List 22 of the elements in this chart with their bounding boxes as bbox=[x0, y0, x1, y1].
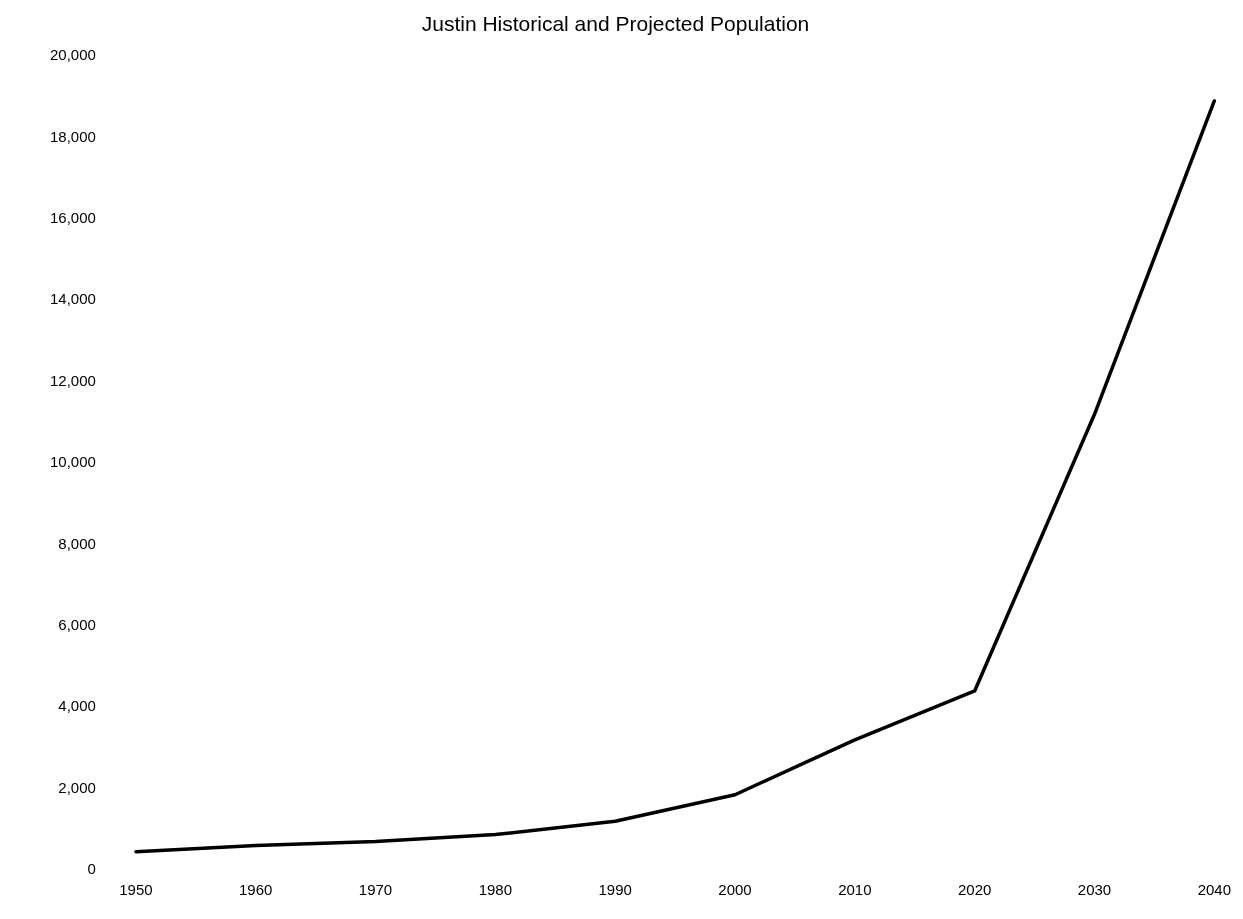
y-tick-label: 18,000 bbox=[49, 127, 96, 145]
x-tick-label: 1980 bbox=[478, 881, 513, 899]
y-tick-label: 8,000 bbox=[58, 534, 96, 552]
x-tick-label: 1950 bbox=[119, 881, 153, 899]
x-tick-label: 1990 bbox=[598, 881, 632, 899]
y-tick-label: 14,000 bbox=[49, 290, 96, 308]
x-tick-label: 2010 bbox=[838, 881, 872, 899]
x-tick-label: 1960 bbox=[239, 881, 273, 899]
y-tick-label: 20,000 bbox=[49, 46, 96, 64]
chart-title: Justin Historical and Projected Population bbox=[421, 12, 810, 36]
x-tick-label: 2020 bbox=[957, 881, 992, 899]
y-tick-label: 12,000 bbox=[49, 371, 96, 389]
y-tick-label: 2,000 bbox=[58, 778, 96, 796]
y-tick-label: 10,000 bbox=[49, 453, 96, 471]
x-tick-label: 2030 bbox=[1077, 881, 1112, 899]
x-tick-label: 2040 bbox=[1197, 881, 1231, 899]
y-tick-label: 16,000 bbox=[49, 209, 96, 227]
x-tick-label: 2000 bbox=[718, 881, 752, 899]
x-tick-label: 1970 bbox=[358, 881, 393, 899]
y-tick-label: 6,000 bbox=[58, 616, 96, 633]
y-tick-label: 0 bbox=[87, 860, 96, 878]
y-tick-label: 4,000 bbox=[58, 697, 96, 715]
